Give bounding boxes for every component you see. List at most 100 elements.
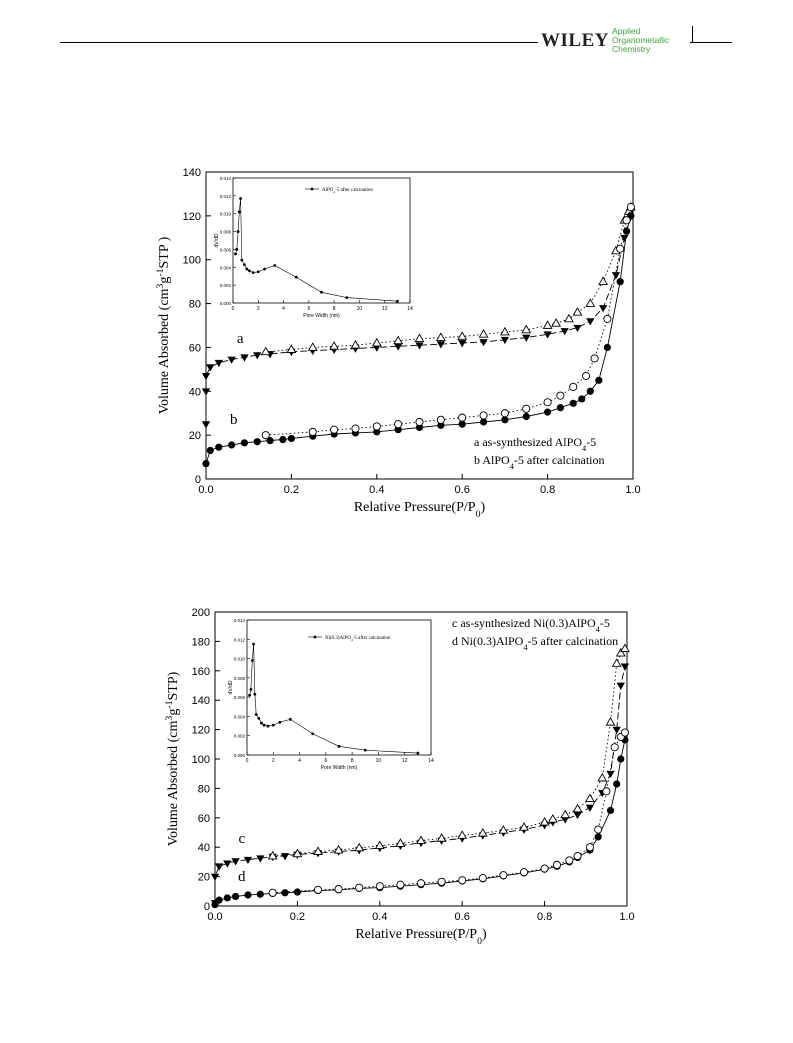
- chart-2-series-line: [272, 732, 626, 894]
- chart-2-inset-data-point: [416, 751, 420, 755]
- chart-1-data-point: [286, 344, 297, 353]
- chart-1-data-point: [626, 203, 635, 212]
- chart-2-data-point: [256, 855, 265, 863]
- chart-2-data-point: [458, 876, 467, 885]
- chart-2-data-point: [281, 889, 289, 897]
- chart-2-y-tick-label: 80: [198, 783, 210, 795]
- chart-2-data-point: [620, 663, 630, 671]
- chart-2-x-tick-label: 0.2: [290, 911, 305, 923]
- chart-1-inset-data-point: [242, 263, 246, 267]
- chart-2-x-tick-label: 0.4: [372, 911, 387, 923]
- chart-2-data-point: [313, 846, 323, 855]
- chart-1-data-point: [522, 412, 530, 421]
- chart-1-legend-entry: a as-synthesized AlPO4-5: [474, 435, 596, 453]
- chart-2-inset-legend-marker: [313, 635, 317, 639]
- chart-2-data-point: [585, 804, 595, 812]
- chart-1-inset-data-point: [273, 264, 277, 267]
- chart-1-data-point: [287, 434, 295, 443]
- chart-2-data-point: [597, 772, 608, 782]
- chart-2-data-point: [620, 643, 630, 653]
- chart-1-inset-x-tick-label: 12: [382, 306, 388, 312]
- chart-1-legend-entry: b AlPO4-5 after calcination: [474, 453, 605, 471]
- chart-1-inset-x-tick-label: 10: [357, 306, 363, 312]
- journal-logo: Applied Organometallic Chemistry: [612, 27, 684, 54]
- chart-2-inset-y-tick-label: 0.008: [234, 676, 246, 681]
- chart-2-data-point: [612, 726, 621, 734]
- chart-2-inset-y-tick-label: 0.014: [234, 618, 246, 623]
- chart-1-data-point: [616, 278, 624, 286]
- chart-1-data-point: [437, 421, 445, 429]
- chart-1-inset-y-tick-label: 0.004: [220, 265, 232, 270]
- journal-logo-line-2: Organometallic: [612, 35, 670, 45]
- chart-2-series-c-desorption: [267, 643, 630, 860]
- chart-1-data-point: [556, 404, 565, 412]
- chart-2-data-point: [232, 892, 240, 901]
- chart-1-data-point: [501, 416, 509, 424]
- chart-2-inset-data-point: [363, 748, 367, 752]
- chart-1-inset-data-point: [240, 258, 244, 262]
- chart-1-data-point: [253, 438, 261, 446]
- chart-1-data-point: [551, 318, 562, 327]
- chart-2-data-point: [478, 874, 487, 883]
- chart-2-data-point: [610, 743, 619, 752]
- chart-2-series-d-desorption: [268, 728, 629, 897]
- chart-1-inset-y-tick-label: 0.014: [220, 176, 232, 181]
- chart-2-inset-data-point: [253, 692, 257, 696]
- chart-1-data-point: [573, 324, 582, 333]
- chart-2-y-tick-label: 100: [192, 754, 210, 766]
- chart-2-inset-data-point: [262, 723, 266, 727]
- chart-2-data-point: [560, 809, 571, 819]
- chart-1-x-axis-label: Relative Pressure(P/P0): [354, 500, 486, 520]
- chart-1-series-a: [201, 208, 636, 429]
- chart-2-inset-data-point: [266, 724, 270, 728]
- chart-2-data-point: [539, 816, 550, 826]
- chart-2-inset-data-point: [311, 732, 315, 736]
- chart-1-y-tick-label: 140: [183, 167, 201, 179]
- chart-2-inset-x-axis-label: Pore Width (nm): [321, 765, 358, 771]
- chart-1-data-point: [330, 425, 339, 434]
- chart-2-inset-y-tick-label: 0.006: [234, 695, 246, 700]
- chart-1-data-point: [500, 409, 509, 418]
- chart-2-data-point: [231, 858, 240, 866]
- chart-2-data-point: [334, 885, 343, 894]
- chart-1-x-tick-label: 0.4: [369, 484, 384, 496]
- chart-1-data-point: [202, 460, 210, 468]
- chart-1-series-line: [265, 206, 632, 353]
- chart-1-data-point: [585, 298, 596, 307]
- chart-2-data-point: [573, 811, 582, 820]
- chart-1-data-point: [394, 426, 402, 434]
- chart-1-data-point: [598, 305, 608, 313]
- chart-2-inset-data-point: [252, 642, 255, 646]
- chart-1-data-point: [564, 313, 574, 323]
- chart-1-data-point: [603, 343, 611, 352]
- chart-1-data-point: [394, 420, 403, 429]
- chart-1-data-point: [458, 340, 467, 348]
- chart-2-data-point: [267, 850, 278, 860]
- chart-2-x-tick-label: 0.0: [207, 911, 222, 923]
- chart-2-inset-x-tick-label: 6: [324, 758, 327, 764]
- chart-1-inset-y-tick-label: 0.000: [220, 301, 232, 306]
- chart-1-inset-data-point: [239, 197, 242, 200]
- chart-1-data-point: [478, 329, 489, 338]
- chart-2-curve-label-c: c: [238, 831, 245, 847]
- chart-1-data-point: [415, 342, 424, 350]
- chart-1-inset-data-point: [256, 270, 260, 274]
- chart-1-data-point: [620, 234, 629, 243]
- chart-1-inset-data-point: [345, 296, 349, 300]
- chart-1-x-tick-label: 0.0: [198, 484, 213, 496]
- chart-2-inset-y-tick-label: 0.002: [234, 734, 246, 739]
- chart-2-inset-data-point: [337, 744, 341, 748]
- chart-2-data-point: [396, 880, 405, 889]
- chart-2-inset-frame: [246, 619, 432, 756]
- chart-2-inset-x-tick-label: 4: [298, 758, 301, 764]
- journal-logo-line-3: Chemistry: [612, 44, 651, 54]
- chart-2-x-tick-label: 1.0: [619, 911, 634, 923]
- header-vertical-rule: [692, 26, 693, 42]
- chart-2-data-point: [565, 856, 574, 865]
- chart-2-data-point: [605, 717, 616, 726]
- chart-1-x-tick-label: 0.8: [540, 484, 555, 496]
- chart-1-data-point: [479, 411, 488, 420]
- chart-2-inset: 0 2 4 6 8 10 12 14 0.000 0.002 0.004 0.006 0.008 0.01…: [228, 618, 434, 771]
- chart-2-data-point: [477, 828, 488, 837]
- chart-2-y-tick-label: 20: [198, 872, 210, 884]
